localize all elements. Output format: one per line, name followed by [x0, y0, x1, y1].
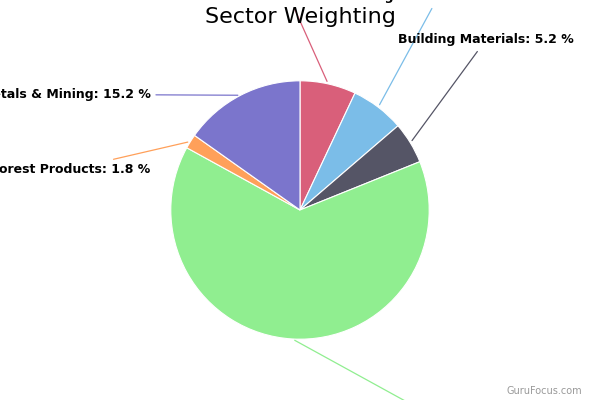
- Wedge shape: [300, 126, 420, 210]
- Wedge shape: [300, 81, 355, 210]
- Text: Steel: 7.0 %: Steel: 7.0 %: [247, 0, 331, 81]
- Wedge shape: [194, 81, 300, 210]
- Wedge shape: [171, 148, 429, 339]
- Text: Metals & Mining: 15.2 %: Metals & Mining: 15.2 %: [0, 88, 238, 101]
- Wedge shape: [187, 135, 300, 210]
- Text: Chemicals: 64.1 %: Chemicals: 64.1 %: [295, 340, 510, 400]
- Wedge shape: [300, 93, 398, 210]
- Text: Forest Products: 1.8 %: Forest Products: 1.8 %: [0, 142, 188, 176]
- Title: Sector Weighting: Sector Weighting: [205, 7, 395, 27]
- Text: GuruFocus.com: GuruFocus.com: [506, 386, 582, 396]
- Text: Building Materials: 5.2 %: Building Materials: 5.2 %: [398, 34, 574, 141]
- Text: Agriculture: 6.7 %: Agriculture: 6.7 %: [375, 0, 502, 105]
